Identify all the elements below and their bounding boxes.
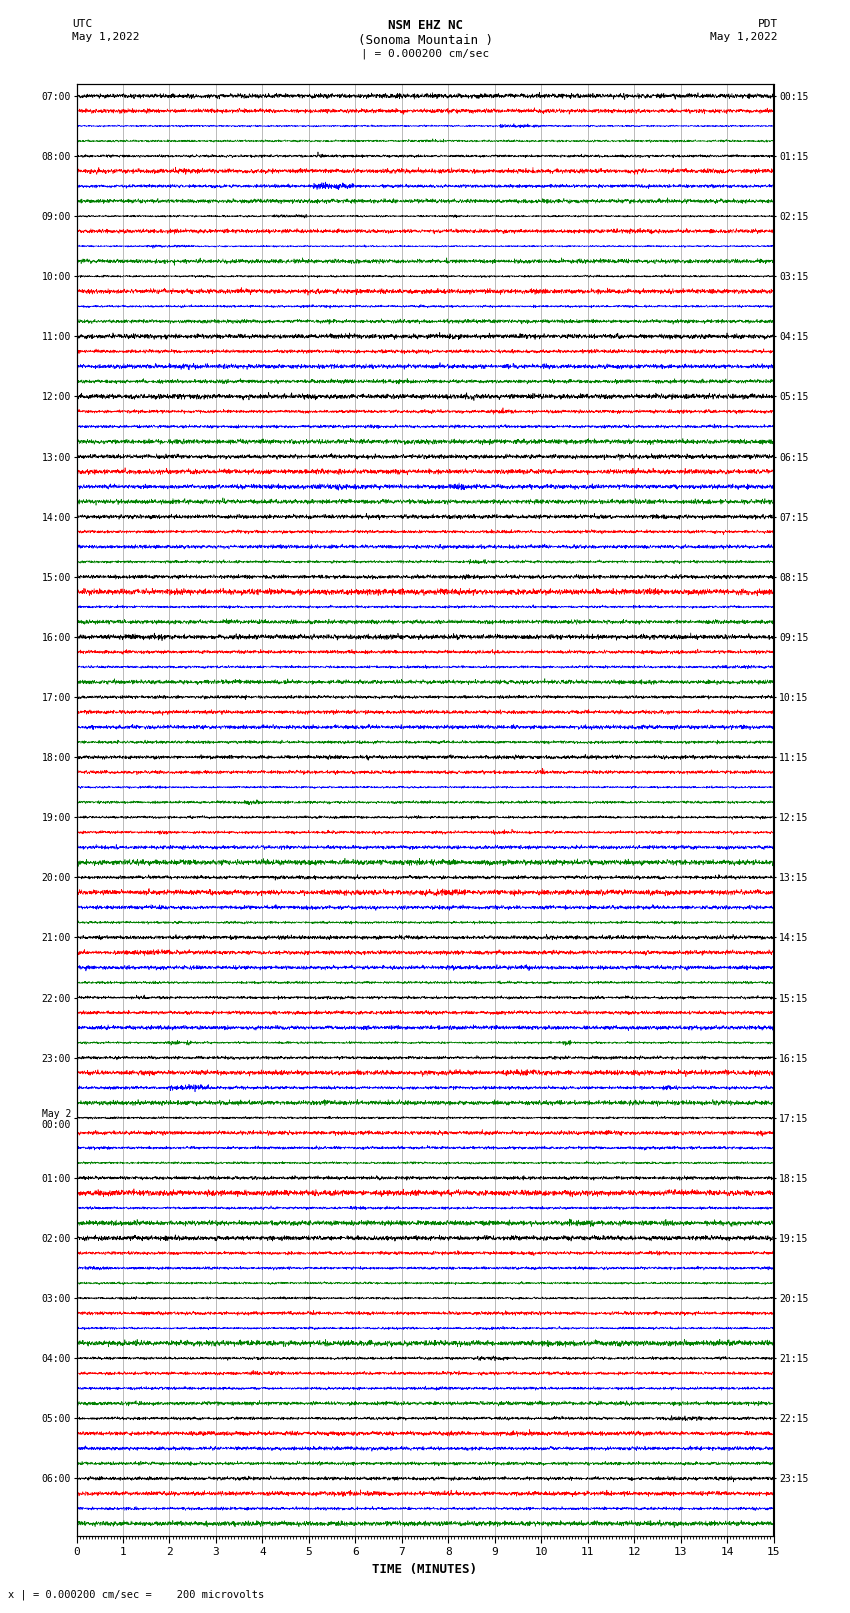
Text: PDT: PDT: [757, 19, 778, 29]
Text: | = 0.000200 cm/sec: | = 0.000200 cm/sec: [361, 48, 489, 60]
Text: May 1,2022: May 1,2022: [711, 32, 778, 42]
Text: (Sonoma Mountain ): (Sonoma Mountain ): [358, 34, 492, 47]
Text: x | = 0.000200 cm/sec =    200 microvolts: x | = 0.000200 cm/sec = 200 microvolts: [8, 1589, 264, 1600]
Text: NSM EHZ NC: NSM EHZ NC: [388, 19, 462, 32]
X-axis label: TIME (MINUTES): TIME (MINUTES): [372, 1563, 478, 1576]
Text: May 1,2022: May 1,2022: [72, 32, 139, 42]
Text: UTC: UTC: [72, 19, 93, 29]
